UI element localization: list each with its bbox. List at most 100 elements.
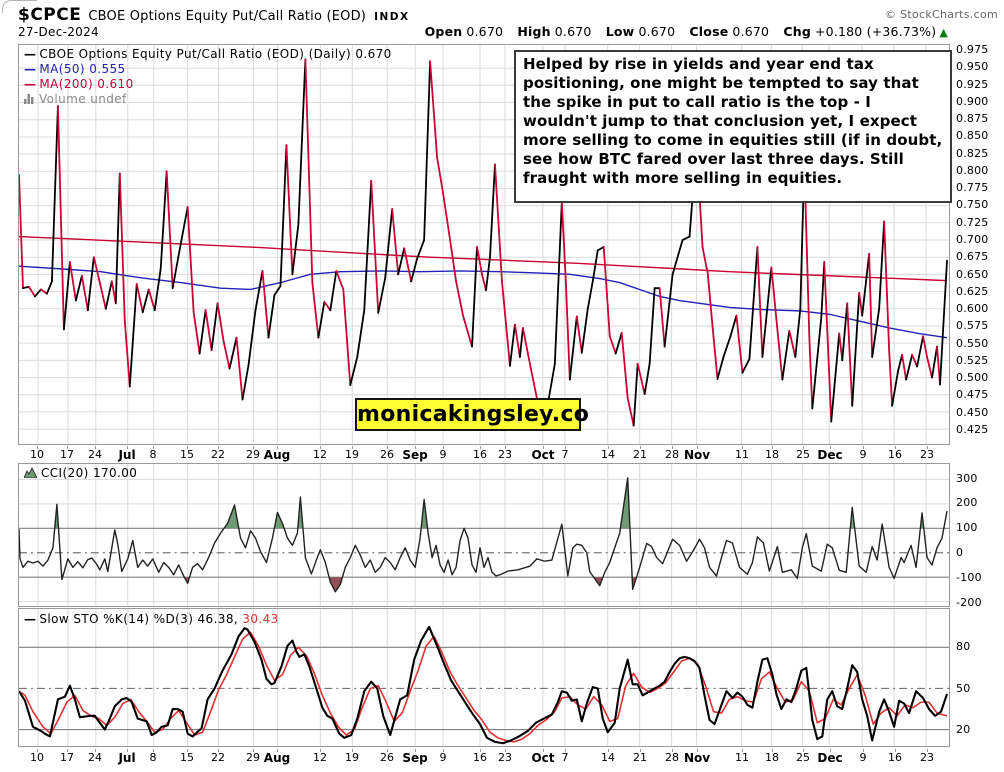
x-axis-day-label: 16 bbox=[888, 751, 902, 764]
x-axis-tick-mark bbox=[253, 446, 254, 449]
x-axis-tick-mark bbox=[352, 749, 353, 752]
legend-ma200-label: MA(200) 0.610 bbox=[39, 77, 134, 91]
cci-chart-canvas bbox=[19, 464, 949, 606]
x-axis-tick-mark bbox=[742, 446, 743, 449]
main-y-tick-label: 0.725 bbox=[956, 215, 989, 229]
x-axis-tick-mark bbox=[830, 446, 831, 449]
x-axis-day-label: 19 bbox=[345, 448, 359, 461]
x-axis-tick-mark bbox=[95, 749, 96, 752]
x-axis-tick-mark bbox=[153, 446, 154, 449]
x-axis-tick-mark bbox=[153, 749, 154, 752]
main-y-axis: 0.975 0.950 0.925 0.900 0.875 0.850 0.825 0.800… bbox=[952, 43, 1004, 445]
x-axis-tick-mark bbox=[608, 749, 609, 752]
x-axis-tick-mark bbox=[697, 749, 698, 752]
legend-price-label: CBOE Options Equity Put/Call Ratio (EOD)… bbox=[39, 47, 392, 61]
x-axis-day-label: 9 bbox=[439, 751, 447, 764]
main-y-tick-label: 0.975 bbox=[956, 43, 989, 56]
x-axis-month-label: Sep bbox=[402, 751, 428, 765]
x-axis-tick-mark bbox=[672, 446, 673, 449]
x-axis-month-label: Oct bbox=[531, 751, 555, 765]
instrument-title: CBOE Options Equity Put/Call Ratio (EOD) bbox=[88, 9, 367, 24]
ticker-symbol-text: $CPCE bbox=[18, 5, 82, 25]
x-axis-month-label: Dec bbox=[817, 448, 843, 462]
cci-y-tick-label: 0 bbox=[956, 545, 964, 559]
cci-y-axis: 300 200 100 0 -100 -200 bbox=[952, 463, 1004, 609]
x-axis-tick-mark bbox=[608, 446, 609, 449]
main-y-tick-label: 0.425 bbox=[956, 423, 989, 436]
x-axis-day-label: 15 bbox=[180, 448, 194, 461]
main-y-tick-label: 0.450 bbox=[956, 405, 989, 419]
x-axis-tick-mark bbox=[218, 446, 219, 449]
x-axis-day-label: 26 bbox=[380, 751, 394, 764]
x-axis-day-label: 29 bbox=[246, 751, 260, 764]
x-axis-tick-mark bbox=[277, 446, 278, 449]
x-axis-day-label: 7 bbox=[561, 751, 569, 764]
main-y-tick-label: 0.750 bbox=[956, 198, 989, 212]
x-axis-day-label: 18 bbox=[765, 751, 779, 764]
sto-y-tick-label: 20 bbox=[956, 723, 971, 737]
x-axis-tick-mark bbox=[67, 446, 68, 449]
main-y-tick-label: 0.525 bbox=[956, 353, 989, 367]
quote-date: 27-Dec-2024 bbox=[18, 25, 99, 39]
x-axis-tick-mark bbox=[415, 749, 416, 752]
ma200-line-swatch-icon: — bbox=[24, 77, 37, 91]
x-axis-tick-mark bbox=[927, 749, 928, 752]
x-axis-tick-mark bbox=[320, 749, 321, 752]
main-chart-legend: — CBOE Options Equity Put/Call Ratio (EOD… bbox=[24, 47, 392, 108]
x-axis-day-label: 16 bbox=[473, 751, 487, 764]
main-y-tick-label: 0.775 bbox=[956, 181, 989, 195]
x-axis-day-label: 24 bbox=[88, 448, 102, 461]
ohlc-quote-row: Open 0.670 High 0.670 Low 0.670 Close 0.670 … bbox=[425, 24, 948, 39]
x-axis-day-label: 16 bbox=[473, 448, 487, 461]
x-axis-tick-mark bbox=[863, 749, 864, 752]
x-axis-day-label: 19 bbox=[345, 751, 359, 764]
x-axis-tick-mark bbox=[480, 749, 481, 752]
sto-y-tick-label: 80 bbox=[956, 639, 971, 653]
x-axis-day-label: 10 bbox=[30, 448, 44, 461]
sto-d-label: 30.43 bbox=[242, 612, 279, 626]
exchange-label: INDX bbox=[374, 11, 410, 23]
x-axis-strip-upper: 10 17 24 Jul 8 15 22 29 Aug 12 19 26 Sep 9 16 23 Oct 7 14 2… bbox=[18, 446, 950, 463]
close-value: 0.670 bbox=[732, 24, 770, 39]
sto-y-tick-label: 50 bbox=[956, 681, 971, 695]
cci-legend: CCI(20) 170.00 bbox=[23, 466, 137, 481]
ma50-line-swatch-icon: — bbox=[24, 62, 37, 76]
open-value: 0.670 bbox=[466, 24, 504, 39]
x-axis-tick-mark bbox=[387, 749, 388, 752]
x-axis-tick-mark bbox=[672, 749, 673, 752]
x-axis-day-label: 17 bbox=[60, 751, 74, 764]
low-value: 0.670 bbox=[638, 24, 676, 39]
x-axis-tick-mark bbox=[803, 446, 804, 449]
x-axis-tick-mark bbox=[895, 446, 896, 449]
x-axis-day-label: 10 bbox=[30, 751, 44, 764]
x-axis-tick-mark bbox=[505, 446, 506, 449]
low-label: Low bbox=[605, 24, 635, 39]
x-axis-day-label: 22 bbox=[211, 751, 225, 764]
analyst-annotation-box: Helped by rise in yields and year end ta… bbox=[514, 50, 952, 203]
x-axis-tick-mark bbox=[640, 749, 641, 752]
x-axis-day-label: 23 bbox=[920, 448, 934, 461]
x-axis-tick-mark bbox=[565, 446, 566, 449]
stochastic-chart-canvas bbox=[19, 609, 949, 746]
x-axis-day-label: 25 bbox=[796, 751, 810, 764]
sto-y-axis: 80 50 20 bbox=[952, 608, 1004, 747]
x-axis-tick-mark bbox=[387, 446, 388, 449]
x-axis-tick-mark bbox=[505, 749, 506, 752]
legend-ma200: — MA(200) 0.610 bbox=[24, 77, 392, 92]
chg-label: Chg bbox=[783, 24, 811, 39]
x-axis-day-label: 23 bbox=[498, 448, 512, 461]
x-axis-tick-mark bbox=[37, 749, 38, 752]
x-axis-tick-mark bbox=[320, 446, 321, 449]
x-axis-tick-mark bbox=[352, 446, 353, 449]
cci-y-tick-label: 300 bbox=[956, 471, 978, 485]
x-axis-month-label: Jul bbox=[118, 448, 136, 462]
main-y-tick-label: 0.925 bbox=[956, 77, 989, 91]
x-axis-day-label: 12 bbox=[313, 448, 327, 461]
x-axis-day-label: 28 bbox=[665, 751, 679, 764]
x-axis-month-label: Oct bbox=[531, 448, 555, 462]
main-y-tick-label: 0.950 bbox=[956, 60, 989, 74]
watermark-badge: monicakingsley.co bbox=[355, 398, 589, 431]
legend-volume: Volume undef bbox=[24, 92, 392, 108]
x-axis-day-label: 18 bbox=[765, 448, 779, 461]
x-axis-tick-mark bbox=[127, 446, 128, 449]
